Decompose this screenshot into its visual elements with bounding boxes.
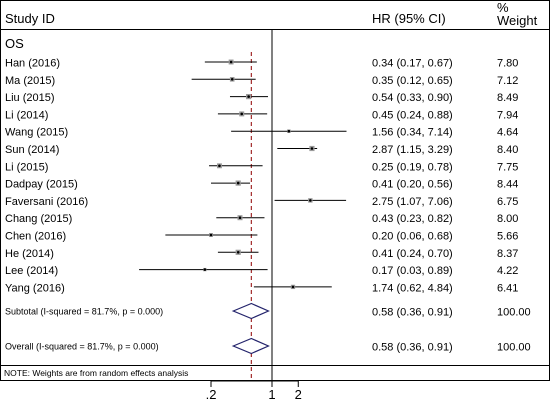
study-row: Li (2015) 0.25 (0.19, 0.78) 7.75 [5, 161, 518, 173]
study-name: Li (2014) [5, 109, 48, 121]
weight-value: 7.80 [497, 58, 518, 70]
weight-value: 100.00 [497, 342, 531, 354]
weight-value: 6.41 [497, 282, 518, 294]
summary-row: Overall (I-squared = 81.7%, p = 0.000) 0.… [5, 337, 531, 355]
point-estimate [230, 78, 234, 81]
hr-ci-value: 1.74 (0.62, 4.84) [372, 282, 453, 294]
hr-ci-value: 0.41 (0.24, 0.70) [372, 248, 453, 260]
study-row: Li (2014) 0.45 (0.24, 0.88) 7.94 [5, 109, 518, 121]
study-row: Faversani (2016) 2.75 (1.07, 7.06) 6.75 [5, 196, 518, 208]
study-row: Ma (2015) 0.35 (0.12, 0.65) 7.12 [5, 75, 518, 87]
study-name: Chen (2016) [5, 231, 66, 243]
study-row: Chang (2015) 0.43 (0.23, 0.82) 8.00 [5, 213, 518, 225]
point-estimate [247, 95, 250, 98]
x-axis-ticks: .2 1 2 [206, 381, 302, 402]
point-estimate [203, 268, 207, 271]
weight-value: 7.12 [497, 75, 518, 87]
hr-ci-value: 0.20 (0.06, 0.68) [372, 231, 453, 243]
point-estimate [236, 251, 240, 254]
weight-value: 8.49 [497, 92, 518, 104]
hr-ci-value: 0.58 (0.36, 0.91) [372, 307, 453, 319]
point-estimate [229, 60, 233, 64]
point-estimate [310, 147, 314, 150]
study-name: Faversani (2016) [5, 196, 88, 208]
study-name: Chang (2015) [5, 213, 72, 225]
point-estimate [238, 216, 242, 219]
hr-ci-value: 0.45 (0.24, 0.88) [372, 109, 453, 121]
x-tick-label: 2 [295, 387, 302, 402]
weight-header-percent: % [497, 0, 509, 15]
study-rows: Han (2016) 0.34 (0.17, 0.67) 7.80 Ma (2015)… [5, 58, 518, 295]
study-row: Lee (2014) 0.17 (0.03, 0.89) 4.22 [5, 265, 518, 277]
study-name: Sun (2014) [5, 144, 59, 156]
x-tick-label: .2 [206, 387, 217, 402]
hr-ci-value: 0.41 (0.20, 0.56) [372, 179, 453, 191]
study-name: Ma (2015) [5, 75, 55, 87]
hr-ci-value: 0.35 (0.12, 0.65) [372, 75, 453, 87]
weight-value: 4.64 [497, 127, 518, 139]
weight-header: Weight [497, 13, 538, 28]
study-name: Yang (2016) [5, 282, 65, 294]
hr-ci-value: 0.54 (0.33, 0.90) [372, 92, 453, 104]
hr-ci-header: HR (95% CI) [372, 11, 446, 26]
point-estimate [287, 129, 291, 133]
study-name: Lee (2014) [5, 265, 58, 277]
study-name: Han (2016) [5, 58, 60, 70]
study-row: Yang (2016) 1.74 (0.62, 4.84) 6.41 [5, 282, 518, 294]
footnote: NOTE: Weights are from random effects an… [4, 368, 188, 378]
study-row: He (2014) 0.41 (0.24, 0.70) 8.37 [5, 248, 518, 260]
summary-diamond [231, 337, 270, 355]
summary-diamond [231, 302, 270, 320]
plot-frame [0, 0, 550, 381]
point-estimate [240, 112, 244, 116]
study-row: Sun (2014) 2.87 (1.15, 3.29) 8.40 [5, 144, 518, 156]
study-name: Wang (2015) [5, 127, 68, 139]
weight-value: 7.75 [497, 161, 518, 173]
point-estimate [291, 285, 295, 289]
study-row: Wang (2015) 1.56 (0.34, 7.14) 4.64 [5, 127, 518, 139]
weight-value: 7.94 [497, 109, 518, 121]
point-estimate [218, 164, 221, 168]
hr-ci-value: 0.34 (0.17, 0.67) [372, 58, 453, 70]
weight-value: 8.00 [497, 213, 518, 225]
study-name: Dadpay (2015) [5, 179, 78, 191]
study-row: Dadpay (2015) 0.41 (0.20, 0.56) 8.44 [5, 179, 518, 191]
group-label: OS [5, 36, 24, 51]
point-estimate [309, 199, 312, 202]
hr-ci-value: 1.56 (0.34, 7.14) [372, 127, 453, 139]
x-tick-label: 1 [268, 387, 275, 402]
hr-ci-value: 2.75 (1.07, 7.06) [372, 196, 453, 208]
weight-value: 4.22 [497, 265, 518, 277]
weight-value: 8.40 [497, 144, 518, 156]
study-row: Liu (2015) 0.54 (0.33, 0.90) 8.49 [5, 92, 518, 104]
hr-ci-value: 0.58 (0.36, 0.91) [372, 342, 453, 354]
summary-label: Overall (I-squared = 81.7%, p = 0.000) [5, 342, 159, 352]
hr-ci-value: 0.43 (0.23, 0.82) [372, 213, 453, 225]
study-name: Liu (2015) [5, 92, 55, 104]
study-id-header: Study ID [5, 11, 55, 26]
weight-value: 5.66 [497, 231, 518, 243]
summary-label: Subtotal (I-squared = 81.7%, p = 0.000) [5, 307, 163, 317]
weight-value: 6.75 [497, 196, 518, 208]
hr-ci-value: 0.17 (0.03, 0.89) [372, 265, 453, 277]
hr-ci-value: 2.87 (1.15, 3.29) [372, 144, 453, 156]
summary-row: Subtotal (I-squared = 81.7%, p = 0.000) 0… [5, 302, 531, 320]
point-estimate [209, 233, 213, 237]
weight-value: 8.37 [497, 248, 518, 260]
weight-value: 100.00 [497, 307, 531, 319]
study-row: Chen (2016) 0.20 (0.06, 0.68) 5.66 [5, 231, 518, 243]
point-estimate [236, 181, 240, 185]
study-row: Han (2016) 0.34 (0.17, 0.67) 7.80 [5, 58, 518, 70]
study-name: Li (2015) [5, 161, 48, 173]
hr-ci-value: 0.25 (0.19, 0.78) [372, 161, 453, 173]
summary-rows: Subtotal (I-squared = 81.7%, p = 0.000) 0… [5, 302, 531, 355]
weight-value: 8.44 [497, 179, 518, 191]
study-name: He (2014) [5, 248, 54, 260]
